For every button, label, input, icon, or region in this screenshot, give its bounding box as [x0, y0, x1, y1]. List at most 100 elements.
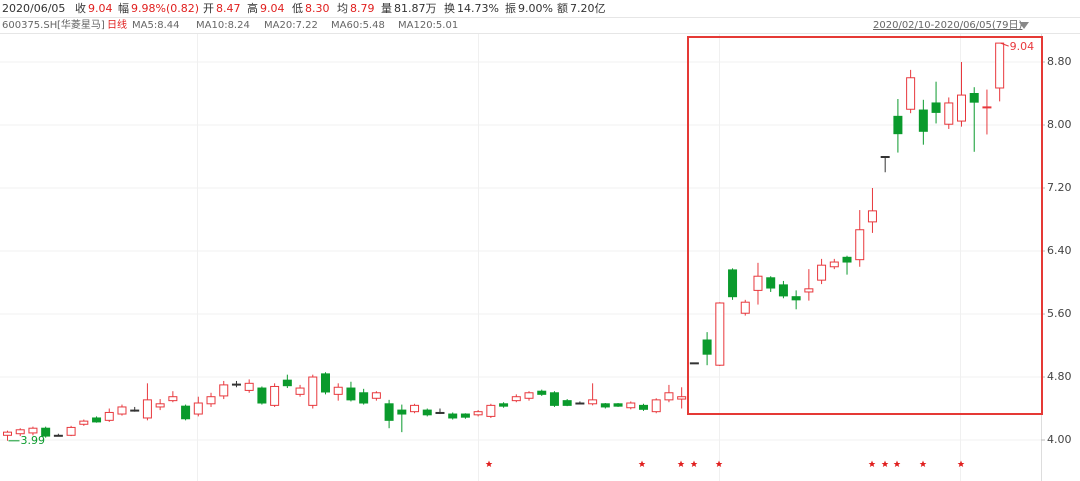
y-tick-label: 8.80 [1047, 55, 1072, 68]
candle-body [359, 392, 369, 404]
candle-body [906, 77, 916, 110]
candle-body [499, 403, 509, 407]
candle-body [244, 382, 254, 391]
date-range[interactable]: 2020/02/10-2020/06/05(79日) [873, 20, 1023, 31]
signal-star [919, 460, 927, 467]
candle-body [193, 402, 203, 415]
candle-body [651, 399, 661, 413]
candle-body [460, 413, 470, 418]
candle-body [957, 94, 966, 122]
candle-body [880, 156, 890, 159]
candle-body [829, 261, 839, 268]
candle-body [766, 277, 776, 289]
candle-body [626, 402, 636, 409]
candle-body [117, 406, 127, 415]
candle-body [791, 296, 801, 301]
signal-star [690, 460, 698, 467]
y-tick-label: 5.60 [1047, 307, 1072, 320]
candle-body [931, 102, 941, 113]
candle-body [689, 362, 699, 365]
signal-star [881, 460, 889, 467]
signal-star [893, 460, 901, 467]
quote-label: 振 [505, 2, 516, 15]
candle-body [384, 403, 394, 421]
candle-body [817, 264, 827, 281]
candle-body [28, 427, 38, 434]
candle-body [778, 284, 788, 297]
max-label: 9.04 [1010, 40, 1034, 53]
quote-label: 量 [381, 2, 392, 15]
candle-body [219, 384, 229, 397]
quote-label: 收 [75, 2, 86, 15]
candle-body [371, 392, 381, 399]
quote-value: 14.73% [457, 2, 499, 15]
quote-label: 开 [203, 2, 214, 15]
stock-name: [华菱星马] [57, 20, 105, 31]
candle-body [41, 427, 51, 437]
candle-body [181, 405, 191, 420]
signal-star [485, 460, 493, 467]
stock-code: 600375.SH [2, 20, 58, 31]
max-pointer [1000, 42, 1009, 47]
y-tick-label: 4.80 [1047, 370, 1072, 383]
candle-body [728, 269, 738, 298]
quote-label: 换 [444, 2, 455, 15]
ma-value: MA120:5.01 [398, 20, 459, 31]
y-tick-label: 4.00 [1047, 433, 1072, 446]
min-label: 3.99 [21, 434, 46, 447]
candle-body [130, 409, 140, 412]
candle-body [702, 339, 712, 355]
candle-body [15, 429, 25, 435]
candle-body [613, 403, 623, 407]
candle-body [53, 434, 63, 437]
candle-body [104, 411, 114, 421]
candle-body [270, 385, 280, 406]
candle-body [410, 404, 420, 413]
y-tick-label: 6.40 [1047, 244, 1072, 257]
candle-body [295, 387, 305, 395]
candle-body [79, 420, 89, 425]
candle-body [448, 413, 458, 419]
candle-body [231, 383, 241, 386]
candle-body [168, 396, 178, 402]
candle-body [575, 402, 585, 405]
candle-body [92, 417, 102, 423]
ma-value: MA20:7.22 [264, 20, 318, 31]
quote-value: 8.47 [216, 2, 241, 15]
candle-body [918, 109, 928, 132]
quote-label: 低 [292, 2, 303, 15]
y-tick-label: 8.00 [1047, 118, 1072, 131]
candle-body [944, 102, 954, 125]
candle-body [600, 403, 610, 408]
candle-body [435, 411, 445, 414]
candle-body [969, 93, 979, 103]
range-dropdown-icon[interactable] [1019, 22, 1029, 29]
candle-body [473, 411, 483, 416]
candle-body [257, 387, 267, 404]
candle-body [422, 409, 432, 416]
quote-label: 均 [337, 2, 348, 15]
period[interactable]: 日线 [107, 20, 127, 31]
candle-body [486, 404, 496, 417]
ma-value: MA5:8.44 [132, 20, 180, 31]
candle-body [740, 301, 750, 314]
candle-body [715, 302, 725, 366]
candle-body [639, 404, 648, 410]
date: 2020/06/05 [2, 2, 66, 15]
candle-body [142, 399, 152, 419]
candle-body [3, 431, 12, 436]
candle-body [677, 396, 687, 400]
quote-value: 9.98%(0.82) [131, 2, 200, 15]
candle-body [562, 400, 572, 406]
y-tick-label: 7.20 [1047, 181, 1072, 194]
quote-label: 幅 [118, 2, 129, 15]
quote-value: 9.04 [260, 2, 285, 15]
quote-value: 9.04 [88, 2, 113, 15]
candle-body [664, 392, 674, 401]
candle-body [867, 210, 877, 223]
quote-value: 8.79 [350, 2, 375, 15]
signal-star [677, 460, 685, 467]
quote-value: 7.20亿 [570, 2, 606, 15]
candle-body [995, 42, 1005, 89]
